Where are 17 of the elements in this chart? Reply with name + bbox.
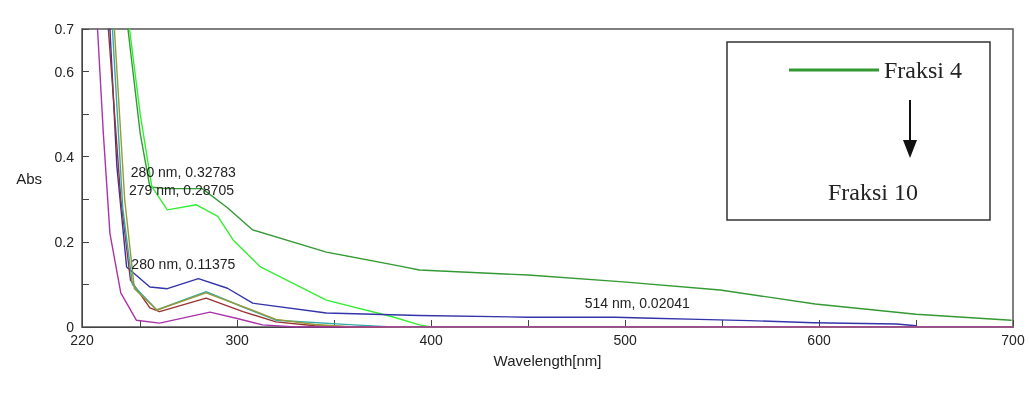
x-tick-label: 220	[70, 332, 94, 348]
annotation: 514 nm, 0.02041	[584, 295, 690, 312]
y-tick-label: 0	[66, 319, 75, 335]
x-tick-label: 500	[613, 332, 637, 348]
y-axis-title: Abs	[16, 169, 42, 187]
y-tick-label: 0.4	[54, 148, 75, 165]
x-axis-title: Wavelength[nm]	[493, 352, 602, 369]
annotation: Fraksi 10	[828, 179, 918, 205]
y-tick-label: 0.2	[54, 233, 75, 250]
x-tick-label: 400	[419, 332, 444, 348]
legend-label: Fraksi 4	[884, 57, 962, 83]
y-tick-label: 0.7	[54, 21, 75, 37]
x-tick-label: 300	[225, 332, 250, 348]
x-tick-label: 700	[1001, 332, 1025, 348]
y-tick-label: 0.6	[54, 63, 75, 80]
annotation: 280 nm, 0.11375	[131, 255, 236, 272]
x-tick-label: 600	[807, 332, 831, 348]
